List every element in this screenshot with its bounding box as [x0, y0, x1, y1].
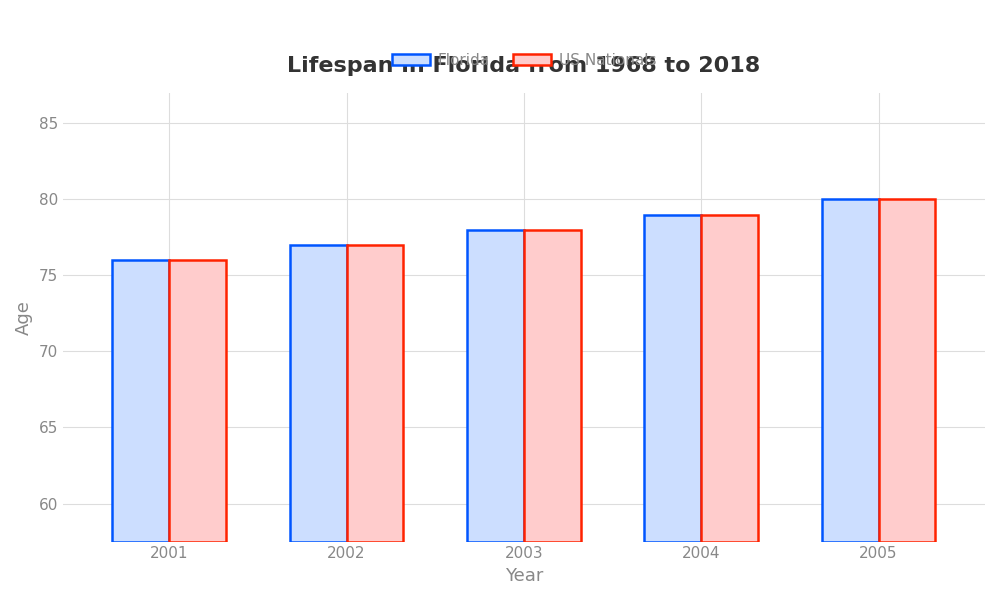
Legend: Florida, US Nationals: Florida, US Nationals	[386, 47, 662, 74]
X-axis label: Year: Year	[505, 567, 543, 585]
Y-axis label: Age: Age	[15, 300, 33, 335]
Bar	[524, 230, 581, 542]
Bar	[112, 260, 169, 542]
Bar	[822, 199, 879, 542]
Bar	[701, 215, 758, 542]
Bar	[879, 199, 935, 542]
Bar	[347, 245, 403, 542]
Bar	[644, 215, 701, 542]
Bar	[169, 260, 226, 542]
Bar	[467, 230, 524, 542]
Bar	[290, 245, 347, 542]
Title: Lifespan in Florida from 1968 to 2018: Lifespan in Florida from 1968 to 2018	[287, 56, 761, 76]
